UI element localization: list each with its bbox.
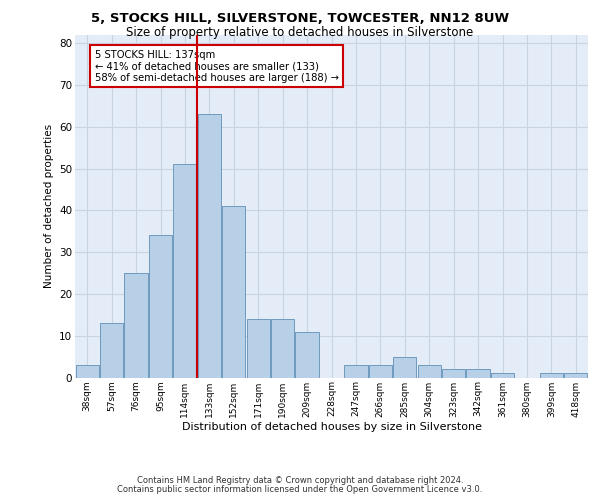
Bar [100, 323, 123, 378]
Text: Contains HM Land Registry data © Crown copyright and database right 2024.: Contains HM Land Registry data © Crown c… [137, 476, 463, 485]
Text: Size of property relative to detached houses in Silverstone: Size of property relative to detached ho… [127, 26, 473, 39]
Bar [173, 164, 197, 378]
Bar [247, 319, 270, 378]
Bar [466, 369, 490, 378]
Text: Contains public sector information licensed under the Open Government Licence v3: Contains public sector information licen… [118, 484, 482, 494]
Bar [76, 365, 99, 378]
Y-axis label: Number of detached properties: Number of detached properties [44, 124, 53, 288]
Bar [564, 374, 587, 378]
Bar [540, 374, 563, 378]
Bar [344, 365, 368, 378]
Bar [295, 332, 319, 378]
Bar [198, 114, 221, 378]
Text: 5 STOCKS HILL: 137sqm
← 41% of detached houses are smaller (133)
58% of semi-det: 5 STOCKS HILL: 137sqm ← 41% of detached … [95, 50, 338, 83]
Bar [491, 374, 514, 378]
Text: 5, STOCKS HILL, SILVERSTONE, TOWCESTER, NN12 8UW: 5, STOCKS HILL, SILVERSTONE, TOWCESTER, … [91, 12, 509, 26]
X-axis label: Distribution of detached houses by size in Silverstone: Distribution of detached houses by size … [182, 422, 482, 432]
Bar [124, 273, 148, 378]
Bar [369, 365, 392, 378]
Bar [222, 206, 245, 378]
Bar [149, 236, 172, 378]
Bar [442, 369, 465, 378]
Bar [393, 356, 416, 378]
Bar [271, 319, 294, 378]
Bar [418, 365, 441, 378]
